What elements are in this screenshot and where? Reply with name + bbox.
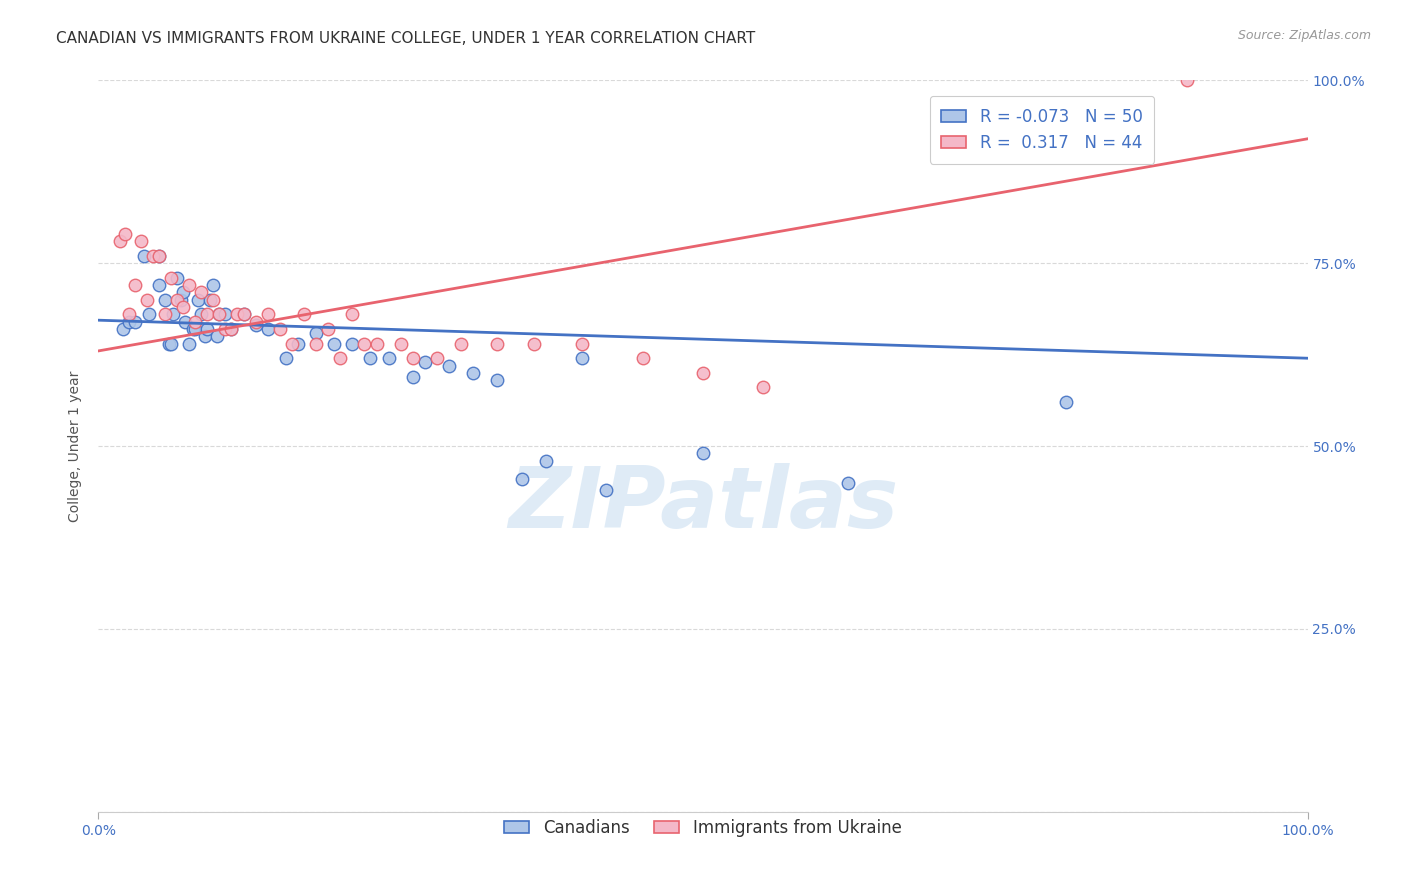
Point xyxy=(256,307,278,321)
Point xyxy=(450,336,472,351)
Point xyxy=(305,336,328,351)
Point xyxy=(166,270,188,285)
Point xyxy=(437,359,460,373)
Point xyxy=(329,351,352,366)
Point xyxy=(184,322,207,336)
Point xyxy=(305,326,328,340)
Point xyxy=(837,475,859,490)
Point xyxy=(124,278,146,293)
Point xyxy=(323,336,346,351)
Point xyxy=(179,336,201,351)
Point xyxy=(402,351,425,366)
Text: CANADIAN VS IMMIGRANTS FROM UKRAINE COLLEGE, UNDER 1 YEAR CORRELATION CHART: CANADIAN VS IMMIGRANTS FROM UKRAINE COLL… xyxy=(56,31,755,46)
Point xyxy=(402,369,425,384)
Point xyxy=(214,307,236,321)
Point xyxy=(108,234,131,248)
Point xyxy=(190,307,212,321)
Point xyxy=(413,355,436,369)
Point xyxy=(366,336,388,351)
Point xyxy=(389,336,412,351)
Point xyxy=(571,336,593,351)
Point xyxy=(153,293,176,307)
Point xyxy=(486,336,509,351)
Point xyxy=(111,322,134,336)
Point xyxy=(523,336,546,351)
Point xyxy=(208,307,231,321)
Text: ZIPatlas: ZIPatlas xyxy=(508,463,898,546)
Point xyxy=(486,373,509,387)
Point xyxy=(221,322,243,336)
Point xyxy=(172,300,194,314)
Point xyxy=(142,249,165,263)
Point xyxy=(160,270,183,285)
Point xyxy=(169,293,191,307)
Point xyxy=(269,322,291,336)
Point xyxy=(232,307,254,321)
Point xyxy=(148,278,170,293)
Point xyxy=(160,336,183,351)
Point xyxy=(157,336,180,351)
Point xyxy=(190,285,212,300)
Point xyxy=(510,472,533,486)
Point xyxy=(377,351,399,366)
Point xyxy=(179,278,201,293)
Point xyxy=(292,307,315,321)
Point xyxy=(692,446,714,460)
Point xyxy=(208,307,231,321)
Point xyxy=(187,293,209,307)
Point xyxy=(426,351,449,366)
Point xyxy=(148,249,170,263)
Point xyxy=(118,315,141,329)
Point xyxy=(202,278,225,293)
Legend: Canadians, Immigrants from Ukraine: Canadians, Immigrants from Ukraine xyxy=(498,813,908,844)
Point xyxy=(316,322,339,336)
Point xyxy=(342,307,364,321)
Point xyxy=(287,336,309,351)
Point xyxy=(172,285,194,300)
Point xyxy=(245,318,267,333)
Point xyxy=(692,366,714,380)
Point xyxy=(221,322,243,336)
Point xyxy=(129,234,152,248)
Point xyxy=(118,307,141,321)
Point xyxy=(463,366,485,380)
Point xyxy=(166,293,188,307)
Point xyxy=(353,336,375,351)
Point xyxy=(114,227,136,241)
Point xyxy=(534,453,557,467)
Point xyxy=(1054,395,1077,409)
Point xyxy=(214,322,236,336)
Point xyxy=(184,315,207,329)
Point xyxy=(148,249,170,263)
Point xyxy=(198,293,221,307)
Point xyxy=(226,307,249,321)
Text: Source: ZipAtlas.com: Source: ZipAtlas.com xyxy=(1237,29,1371,42)
Point xyxy=(1175,73,1198,87)
Point xyxy=(202,293,225,307)
Point xyxy=(274,351,297,366)
Point xyxy=(232,307,254,321)
Point xyxy=(595,483,617,497)
Point xyxy=(124,315,146,329)
Point xyxy=(162,307,184,321)
Point xyxy=(752,380,775,394)
Point xyxy=(138,307,160,321)
Point xyxy=(135,293,157,307)
Point xyxy=(194,329,217,343)
Point xyxy=(571,351,593,366)
Point xyxy=(256,322,278,336)
Point xyxy=(360,351,382,366)
Point xyxy=(174,315,197,329)
Point xyxy=(195,322,218,336)
Point xyxy=(181,322,204,336)
Point xyxy=(631,351,654,366)
Y-axis label: College, Under 1 year: College, Under 1 year xyxy=(69,370,83,522)
Point xyxy=(342,336,364,351)
Point xyxy=(281,336,304,351)
Point xyxy=(153,307,176,321)
Point xyxy=(134,249,156,263)
Point xyxy=(205,329,228,343)
Point xyxy=(195,307,218,321)
Point xyxy=(245,315,267,329)
